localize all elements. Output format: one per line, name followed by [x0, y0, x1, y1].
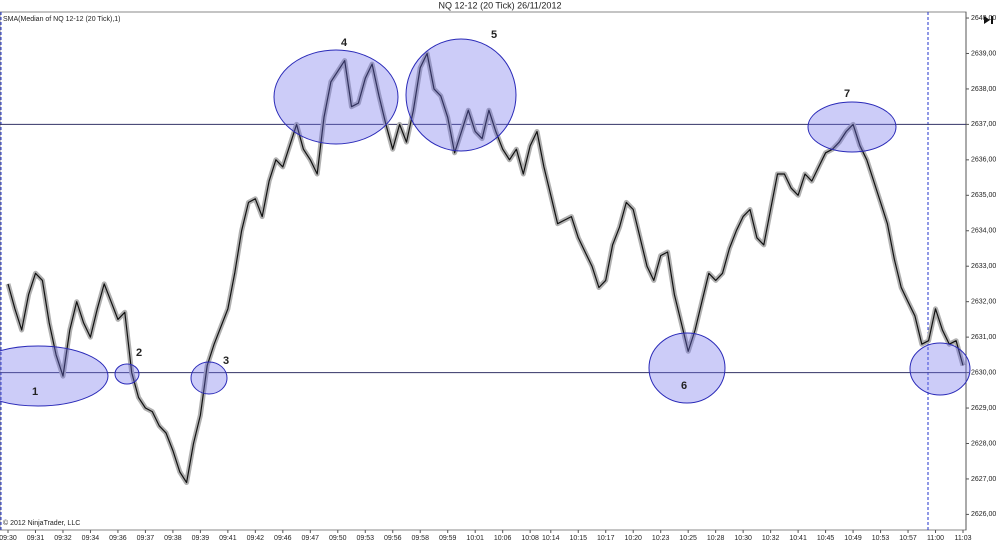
- x-tick-label: 10:49: [844, 535, 862, 542]
- y-tick-label: 2635,00: [971, 192, 996, 199]
- y-tick-label: 2636,00: [971, 157, 996, 164]
- plot-frame: [0, 11, 967, 531]
- x-tick-label: 09:50: [329, 535, 347, 542]
- x-tick-label: 10:08: [521, 535, 539, 542]
- y-tick-label: 2626,00: [971, 511, 996, 518]
- highlight-ellipse: [807, 101, 897, 153]
- x-tick-label: 09:32: [54, 535, 72, 542]
- y-tick-label: 2627,00: [971, 476, 996, 483]
- x-tick-label: 09:47: [302, 535, 320, 542]
- x-tick-label: 10:01: [466, 535, 484, 542]
- annotation: 4: [341, 37, 348, 49]
- x-tick-label: 10:14: [542, 535, 560, 542]
- annotation: 6: [681, 380, 687, 392]
- x-tick-label: 09:34: [82, 535, 100, 542]
- x-tick-label: 10:06: [494, 535, 512, 542]
- x-tick-label: 09:56: [384, 535, 402, 542]
- y-tick-label: 2628,00: [971, 440, 996, 447]
- highlight-ellipse: [405, 38, 517, 152]
- x-tick-label: 09:42: [247, 535, 265, 542]
- y-tick-label: 2632,00: [971, 299, 996, 306]
- x-tick-label: 10:20: [624, 535, 642, 542]
- highlight-ellipse: [0, 345, 109, 407]
- annotation: 2: [136, 347, 142, 359]
- x-tick-label: 09:36: [109, 535, 127, 542]
- y-tick-label: 2639,00: [971, 50, 996, 57]
- x-tick-label: 10:15: [569, 535, 587, 542]
- end-button[interactable]: [980, 12, 996, 28]
- y-tick-label: 2634,00: [971, 228, 996, 235]
- x-tick-label: 10:17: [597, 535, 615, 542]
- highlight-ellipse: [114, 363, 140, 385]
- y-tick-label: 2633,00: [971, 263, 996, 270]
- indicator-label: SMA(Median of NQ 12-12 (20 Tick),1): [3, 16, 121, 23]
- x-tick-label: 09:30: [0, 535, 17, 542]
- x-tick-label: 09:38: [164, 535, 182, 542]
- y-tick-label: 2638,00: [971, 86, 996, 93]
- x-tick-label: 11:00: [927, 535, 944, 542]
- x-tick-label: 10:32: [762, 535, 780, 542]
- x-tick-label: 09:41: [219, 535, 237, 542]
- x-tick-label: 09:46: [274, 535, 292, 542]
- annotation: 1: [32, 386, 38, 398]
- x-tick-label: 09:39: [192, 535, 210, 542]
- y-tick-label: 2630,00: [971, 369, 996, 376]
- x-tick-label: 09:31: [27, 535, 45, 542]
- x-tick-label: 09:59: [439, 535, 457, 542]
- annotation: 5: [491, 29, 497, 41]
- y-tick-label: 2637,00: [971, 121, 996, 128]
- highlight-ellipse: [648, 332, 726, 404]
- y-tick-label: 2631,00: [971, 334, 996, 341]
- y-tick-label: 2629,00: [971, 405, 996, 412]
- x-tick-label: 09:37: [137, 535, 155, 542]
- highlight-ellipse: [190, 361, 228, 395]
- copyright: © 2012 NinjaTrader, LLC: [3, 519, 80, 527]
- annotation: 7: [844, 88, 850, 100]
- x-tick-label: 10:45: [817, 535, 835, 542]
- x-tick-label: 10:25: [679, 535, 697, 542]
- highlight-ellipse: [273, 49, 399, 145]
- x-tick-label: 10:41: [789, 535, 807, 542]
- x-tick-label: 10:53: [872, 535, 890, 542]
- x-tick-label: 10:30: [734, 535, 752, 542]
- price-line: [7, 52, 964, 484]
- x-tick-label: 09:53: [357, 535, 375, 542]
- chart-title: NQ 12-12 (20 Tick) 26/11/2012: [439, 0, 562, 10]
- x-tick-label: 10:28: [707, 535, 725, 542]
- x-tick-label: 09:58: [411, 535, 429, 542]
- x-tick-label: 11:03: [955, 535, 972, 542]
- x-tick-label: 10:57: [899, 535, 917, 542]
- x-tick-label: 10:23: [652, 535, 670, 542]
- annotation: 3: [223, 355, 229, 367]
- y-tick-label: 2640,00: [971, 15, 996, 22]
- highlight-ellipse: [909, 342, 971, 396]
